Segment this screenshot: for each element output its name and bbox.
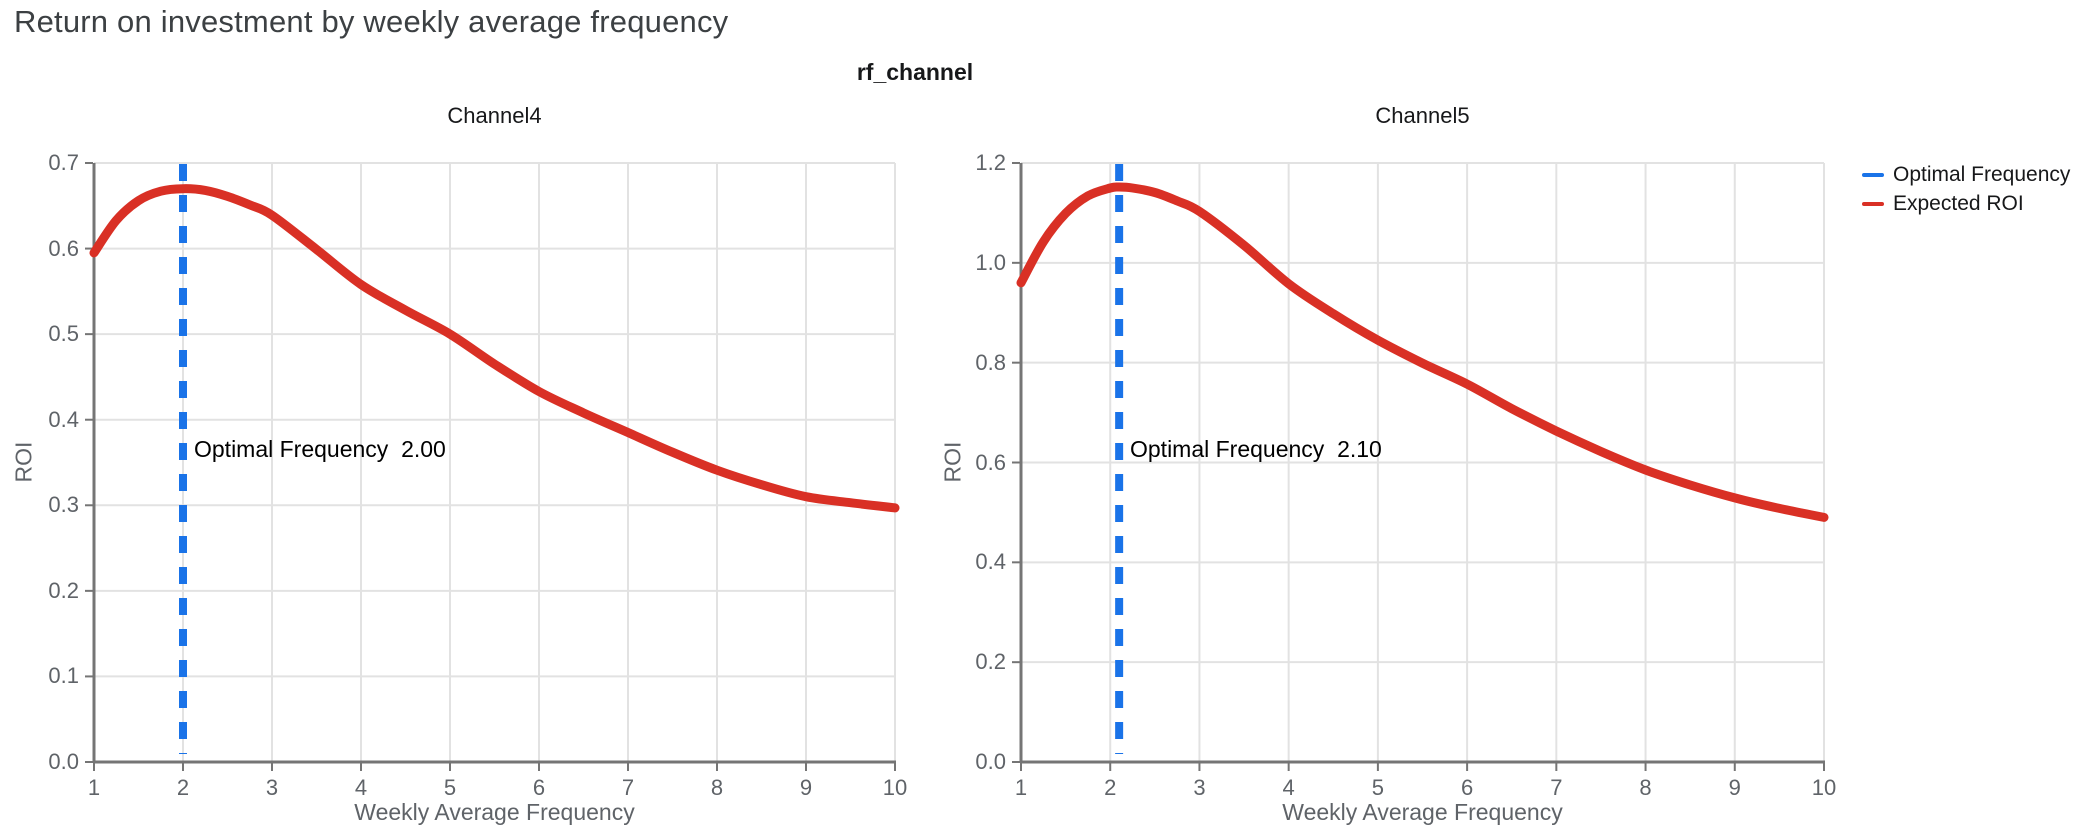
legend-item-optimal-frequency: Optimal Frequency <box>1862 160 2070 189</box>
x-tick-label: 10 <box>1811 775 1837 800</box>
y-tick-label: 0.2 <box>48 577 79 603</box>
y-tick-label: 0.6 <box>975 449 1006 475</box>
y-tick-label: 0.8 <box>975 349 1006 375</box>
x-tick-label: 4 <box>354 775 368 800</box>
chart-title-channel5: Channel5 <box>1375 103 1470 128</box>
y-tick-label: 0.3 <box>48 492 79 518</box>
x-tick-label: 5 <box>443 775 457 800</box>
x-tick-label: 8 <box>1639 775 1652 800</box>
y-tick-label: 0.0 <box>975 749 1006 774</box>
x-tick-label: 2 <box>176 775 190 800</box>
y-tick-label: 0.0 <box>48 749 79 774</box>
x-tick-label: 6 <box>532 775 546 800</box>
optimal-frequency-annotation-channel4: Optimal Frequency 2.00 <box>194 436 446 462</box>
expected-roi-line-swatch-icon <box>1862 201 1884 206</box>
legend-label: Optimal Frequency <box>1893 162 2071 186</box>
legend: Optimal Frequency Expected ROI <box>1862 160 2070 218</box>
legend-item-expected-roi: Expected ROI <box>1862 189 2070 218</box>
x-tick-label: 2 <box>1104 775 1117 800</box>
x-tick-label: 1 <box>1014 775 1028 800</box>
y-tick-label: 0.1 <box>48 663 79 689</box>
y-axis-title-channel4: ROI <box>10 441 37 483</box>
y-tick-label: 1.2 <box>975 150 1006 175</box>
x-tick-label: 9 <box>1728 775 1741 800</box>
x-axis-title-channel4: Weekly Average Frequency <box>354 799 635 825</box>
x-tick-label: 6 <box>1460 775 1474 800</box>
y-tick-label: 0.7 <box>48 150 79 175</box>
x-tick-label: 9 <box>799 775 813 800</box>
x-tick-label: 7 <box>1550 775 1563 800</box>
y-tick-label: 0.2 <box>975 649 1006 675</box>
optimal-frequency-annotation-channel5: Optimal Frequency 2.10 <box>1130 436 1382 462</box>
x-tick-label: 10 <box>882 775 908 800</box>
x-tick-label: 3 <box>265 775 279 800</box>
chart-title-channel4: Channel4 <box>447 103 542 128</box>
x-tick-label: 3 <box>1193 775 1206 800</box>
y-tick-label: 0.4 <box>975 549 1006 575</box>
x-tick-label: 8 <box>710 775 724 800</box>
facet-title: rf_channel <box>856 59 974 85</box>
optimal-frequency-line-swatch-icon <box>1862 172 1884 177</box>
x-axis-title-channel5: Weekly Average Frequency <box>1282 799 1563 825</box>
x-tick-label: 7 <box>621 775 635 800</box>
page-title: Return on investment by weekly average f… <box>14 4 729 39</box>
y-tick-label: 0.4 <box>48 406 79 432</box>
y-tick-label: 0.6 <box>48 235 79 261</box>
x-tick-label: 5 <box>1371 775 1384 800</box>
x-tick-label: 1 <box>87 775 101 800</box>
x-tick-label: 4 <box>1282 775 1295 800</box>
legend-label: Expected ROI <box>1893 191 2024 215</box>
y-tick-label: 1.0 <box>975 249 1006 275</box>
y-tick-label: 0.5 <box>48 321 79 347</box>
